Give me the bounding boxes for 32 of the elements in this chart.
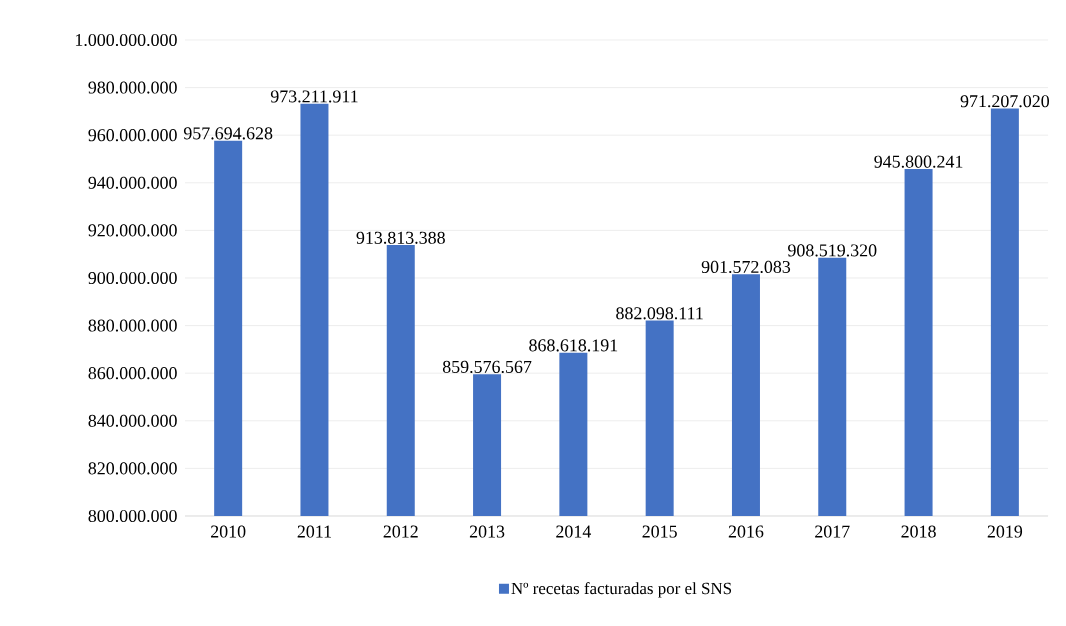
data-label: 868.618.191	[529, 339, 618, 352]
y-tick-label: 840.000.000	[88, 414, 177, 427]
x-tick-label: 2018	[901, 525, 936, 538]
data-label: 971.207.020	[960, 95, 1050, 108]
y-tick-label: 800.000.000	[88, 509, 177, 523]
legend-label: Nº recetas facturadas por el SNS	[511, 582, 732, 598]
x-tick-label: 2011	[297, 525, 331, 538]
y-tick-label: 860.000.000	[88, 367, 177, 380]
x-tick-label: 2014	[556, 525, 592, 538]
data-label: 859.576.567	[442, 360, 532, 373]
x-tick-label: 2012	[383, 525, 418, 538]
data-label: 882.098.111	[616, 307, 703, 320]
x-tick-label: 2010	[211, 525, 246, 538]
data-label: 973.211.911	[270, 90, 358, 103]
x-tick-label: 2017	[815, 525, 850, 538]
y-tick-label: 820.000.000	[88, 462, 177, 475]
x-tick-label: 2019	[987, 525, 1023, 538]
y-tick-label: 920.000.000	[88, 224, 177, 237]
data-label: 913.813.388	[356, 231, 445, 244]
y-tick-label: 1.000.000.000	[75, 33, 177, 47]
data-label: 957.694.628	[183, 127, 273, 140]
y-tick-label: 940.000.000	[88, 176, 177, 189]
x-tick-label: 2013	[469, 525, 505, 538]
y-tick-label: 960.000.000	[88, 129, 177, 142]
y-tick-label: 900.000.000	[88, 271, 177, 285]
data-label: 908.519.320	[788, 244, 877, 257]
x-tick-label: 2016	[728, 525, 764, 538]
data-label: 901.572.083	[701, 260, 791, 274]
y-tick-label: 980.000.000	[88, 81, 177, 94]
y-tick-label: 880.000.000	[88, 319, 177, 332]
data-label: 945.800.241	[874, 155, 963, 168]
x-tick-label: 2015	[642, 525, 677, 538]
